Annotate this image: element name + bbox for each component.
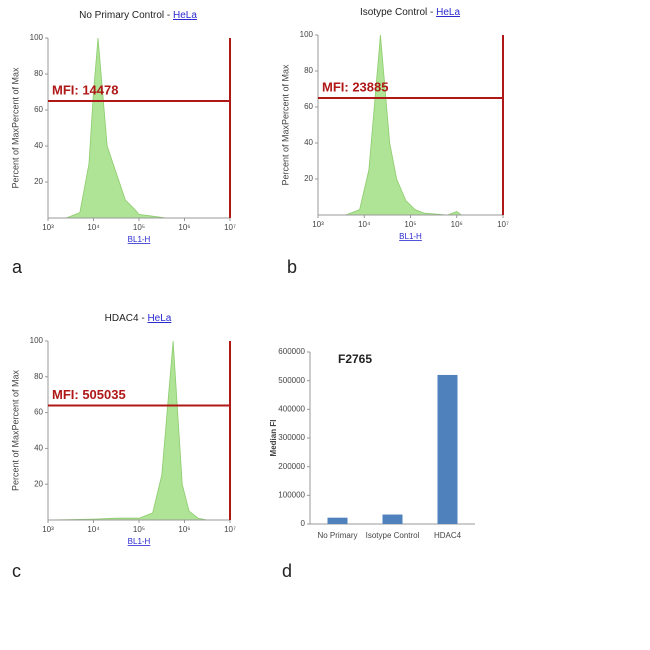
panel-title: No Primary Control - HeLa [79,10,197,21]
y-axis-label: Percent of MaxPercent of Max [10,67,20,189]
histogram-panel: HDAC4 - HeLa 10³ 10⁴ 10⁵ 10⁶ 10⁷ 20 40 60 80 100 BL… [10,313,236,581]
title-link[interactable]: HeLa [147,313,171,324]
y-tick-label: 600000 [278,347,305,356]
x-axis-label: BL1-H [128,235,151,244]
x-tick-label: 10⁵ [133,525,145,534]
x-axis-label: BL1-H [128,537,151,546]
chart-title: F2765 [338,352,372,366]
x-tick-label: 10⁶ [178,223,190,232]
y-tick-label: 500000 [278,376,305,385]
x-axis-label: BL1-H [399,232,422,241]
panel-title: HDAC4 - HeLa [105,313,172,324]
bar-panel: 0 100000 200000 300000 400000 500000 600000 No … [269,347,475,581]
title-text: No Primary Control - [79,10,173,21]
histogram-area [345,34,462,216]
x-tick-label: 10³ [312,220,324,229]
mfi-annotation: MFI: 14478 [52,82,118,97]
y-tick-label: 20 [304,174,313,183]
x-tick-label: 10⁵ [133,223,145,232]
title-text: Isotype Control - [360,7,436,18]
y-tick-label: 100 [300,30,314,39]
panel-letter: b [287,257,297,277]
mfi-annotation: MFI: 23885 [322,79,388,94]
y-tick-label: 100 [30,33,44,42]
y-axis-label: Percent of MaxPercent of Max [280,64,290,186]
y-tick-label: 40 [304,138,313,147]
y-tick-label: 80 [304,66,313,75]
y-tick-label: 60 [304,102,313,111]
panel-title: Isotype Control - HeLa [360,7,461,18]
histogram-panel: No Primary Control - HeLa 10³ 10⁴ 10⁵ 10⁶ 10⁷… [10,10,236,277]
x-tick-label: 10⁶ [451,220,463,229]
panel-letter: d [282,561,292,581]
histogram-area [66,37,167,219]
y-tick-label: 80 [34,372,43,381]
y-tick-label: 40 [34,141,43,150]
bar [382,514,403,524]
x-tick-label: No Primary [317,531,357,540]
y-tick-label: 0 [301,519,306,528]
bar [437,374,458,524]
panel-letter: c [12,561,21,581]
x-tick-label: 10⁷ [224,223,236,232]
x-tick-label: 10⁴ [87,525,100,534]
y-tick-label: 100000 [278,490,305,499]
panel-letter: a [12,257,23,277]
bar [327,517,348,524]
histogram-area [47,340,208,521]
histogram-panel: Isotype Control - HeLa 10³ 10⁴ 10⁵ 10⁶ 10⁷ 20 4… [280,7,509,277]
mfi-annotation: MFI: 505035 [52,387,126,402]
x-tick-label: 10³ [42,525,54,534]
x-tick-label: 10³ [42,223,54,232]
x-tick-label: 10⁷ [497,220,509,229]
x-tick-label: 10⁵ [404,220,416,229]
y-tick-label: 60 [34,408,43,417]
y-tick-label: 40 [34,444,43,453]
y-tick-label: 100 [30,336,44,345]
title-link[interactable]: HeLa [436,7,460,18]
x-tick-label: 10⁶ [178,525,190,534]
x-tick-label: 10⁴ [358,220,371,229]
y-axis-label: Median FI [269,420,278,457]
x-tick-label: HDAC4 [434,531,462,540]
x-tick-label: 10⁴ [87,223,100,232]
y-tick-label: 80 [34,69,43,78]
y-tick-label: 200000 [278,462,305,471]
y-tick-label: 60 [34,105,43,114]
title-text: HDAC4 - [105,313,148,324]
x-tick-label: Isotype Control [366,531,420,540]
y-tick-label: 300000 [278,433,305,442]
y-tick-label: 20 [34,479,43,488]
title-link[interactable]: HeLa [173,10,197,21]
y-tick-label: 400000 [278,404,305,413]
x-tick-label: 10⁷ [224,525,236,534]
y-tick-label: 20 [34,177,43,186]
y-axis-label: Percent of MaxPercent of Max [10,369,20,491]
